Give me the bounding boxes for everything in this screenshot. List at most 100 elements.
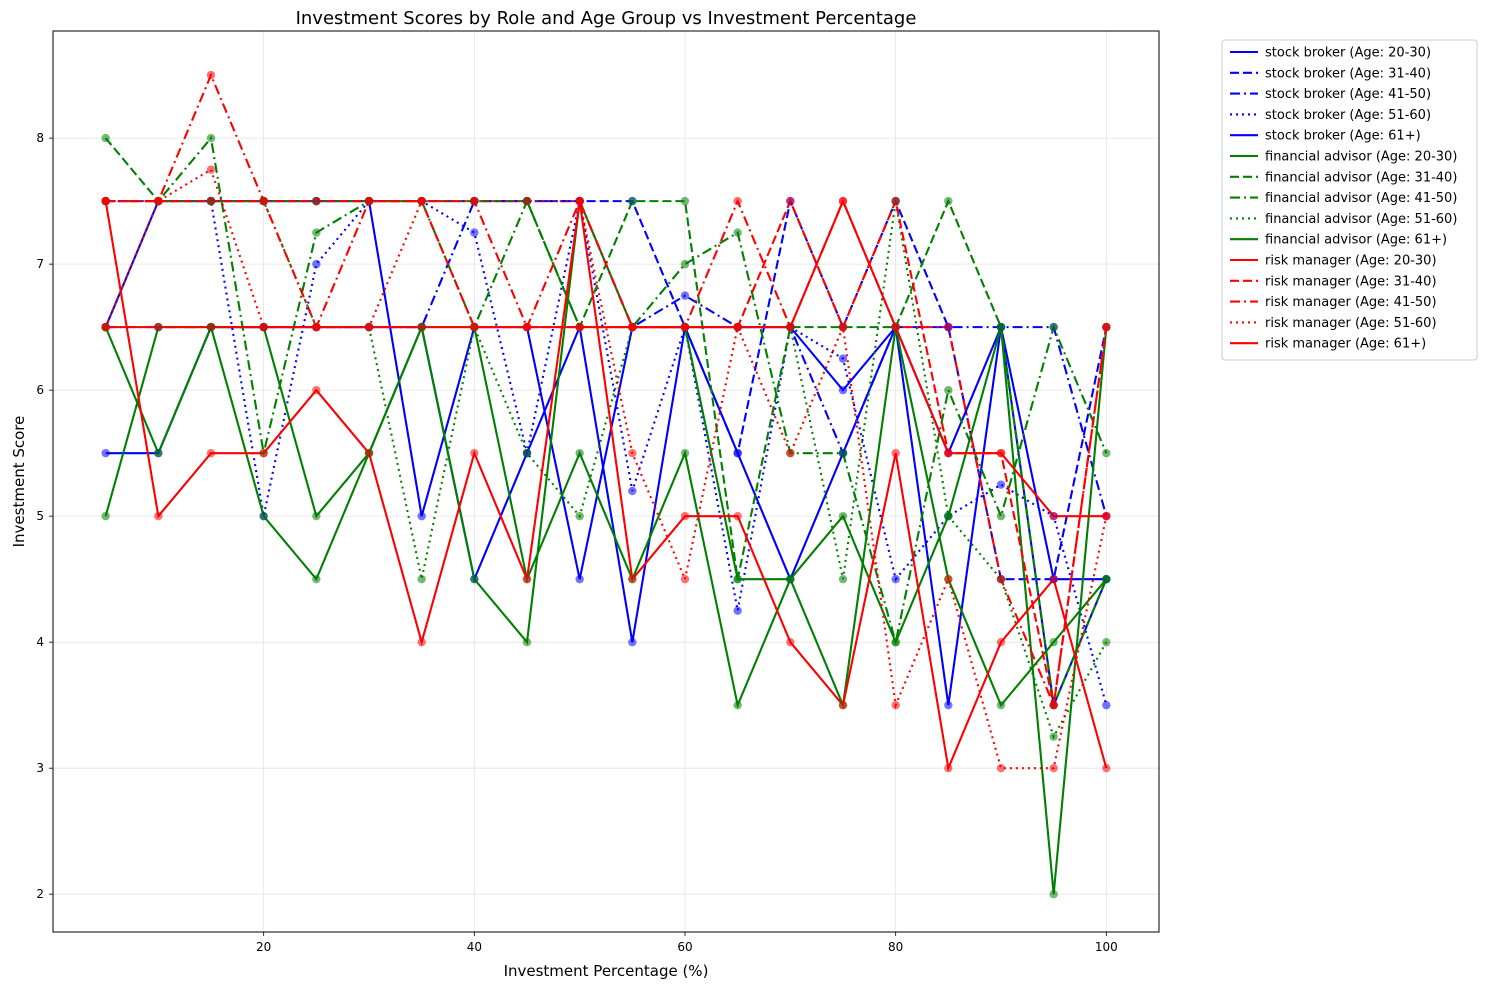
- data-point: [838, 448, 848, 458]
- data-point: [996, 511, 1006, 521]
- legend-label: risk manager (Age: 41-50): [1265, 295, 1437, 310]
- data-point: [891, 574, 900, 584]
- data-point: [1102, 700, 1111, 710]
- data-point: [944, 448, 953, 458]
- data-point: [891, 700, 900, 710]
- data-point: [733, 228, 742, 237]
- data-point: [680, 322, 690, 332]
- data-point: [470, 322, 479, 332]
- data-point: [312, 385, 321, 395]
- data-point: [154, 448, 163, 458]
- series-lines: [104, 72, 1108, 895]
- series-line: [105, 72, 1108, 710]
- data-point: [944, 385, 953, 395]
- data-point: [470, 196, 479, 206]
- y-tick-label: 5: [36, 509, 44, 523]
- data-point: [575, 448, 584, 458]
- y-tick-label: 2: [36, 887, 44, 901]
- data-point: [364, 322, 374, 332]
- data-point: [680, 448, 690, 458]
- data-point: [470, 574, 479, 584]
- data-point: [680, 196, 690, 206]
- y-tick-label: 6: [36, 383, 44, 397]
- legend-label: financial advisor (Age: 20-30): [1265, 150, 1457, 165]
- data-point: [944, 322, 953, 332]
- data-point: [575, 574, 584, 584]
- y-axis-label: Investment Score: [10, 416, 28, 548]
- x-tick-label: 40: [467, 940, 482, 954]
- data-point: [733, 574, 742, 584]
- series-markers: [101, 70, 1111, 899]
- y-tick-label: 7: [36, 257, 44, 271]
- data-point: [628, 448, 637, 458]
- data-point: [680, 291, 690, 300]
- legend-label: stock broker (Age: 41-50): [1265, 87, 1431, 102]
- data-point: [154, 196, 163, 206]
- data-point: [628, 486, 637, 496]
- data-point: [206, 133, 216, 143]
- legend-label: stock broker (Age: 51-60): [1265, 108, 1431, 123]
- data-point: [891, 196, 900, 206]
- plot-frame: [52, 30, 1160, 933]
- data-point: [259, 448, 268, 458]
- data-point: [101, 448, 110, 458]
- data-point: [944, 196, 953, 206]
- series-line: [105, 197, 1108, 581]
- data-point: [312, 228, 321, 237]
- y-tick-label: 8: [36, 131, 44, 145]
- data-point: [1049, 763, 1058, 773]
- data-point: [364, 196, 374, 206]
- data-point: [1049, 637, 1058, 647]
- data-point: [944, 763, 953, 773]
- data-point: [312, 574, 321, 584]
- data-point: [1102, 574, 1111, 584]
- data-point: [417, 322, 426, 332]
- series-line: [104, 168, 1108, 770]
- data-point: [154, 322, 163, 332]
- data-point: [891, 322, 900, 332]
- series-line: [104, 200, 1108, 772]
- data-point: [733, 322, 742, 332]
- data-point: [996, 448, 1006, 458]
- data-point: [312, 259, 321, 269]
- data-point: [206, 196, 216, 206]
- legend-label: risk manager (Age: 61+): [1265, 337, 1426, 352]
- data-point: [628, 196, 637, 206]
- data-point: [1049, 889, 1058, 899]
- data-point: [101, 511, 110, 521]
- data-point: [838, 385, 848, 395]
- legend-label: financial advisor (Age: 41-50): [1265, 191, 1457, 206]
- x-axis-label: Investment Percentage (%): [504, 962, 709, 980]
- data-point: [154, 511, 163, 521]
- data-point: [786, 322, 795, 332]
- data-point: [575, 511, 584, 521]
- legend-label: stock broker (Age: 31-40): [1265, 66, 1431, 81]
- data-point: [206, 70, 216, 80]
- data-point: [417, 574, 426, 584]
- data-point: [786, 448, 795, 458]
- data-point: [996, 763, 1006, 773]
- data-point: [259, 511, 268, 521]
- legend-label: risk manager (Age: 20-30): [1265, 254, 1437, 269]
- legend-label: risk manager (Age: 51-60): [1265, 316, 1437, 331]
- legend-label: financial advisor (Age: 51-60): [1265, 212, 1457, 227]
- data-point: [996, 637, 1006, 647]
- data-point: [786, 637, 795, 647]
- data-point: [575, 322, 584, 332]
- data-point: [522, 574, 532, 584]
- data-point: [312, 322, 321, 332]
- data-point: [944, 511, 953, 521]
- data-point: [101, 133, 110, 143]
- data-point: [996, 700, 1006, 710]
- data-point: [522, 322, 532, 332]
- legend: stock broker (Age: 20-30) stock broker (A…: [1221, 39, 1478, 361]
- data-point: [838, 574, 848, 584]
- data-point: [206, 165, 216, 174]
- data-point: [1049, 574, 1058, 584]
- data-point: [628, 637, 637, 647]
- data-point: [733, 700, 742, 710]
- data-point: [838, 322, 848, 332]
- data-point: [522, 637, 532, 647]
- x-tick-label: 60: [677, 940, 692, 954]
